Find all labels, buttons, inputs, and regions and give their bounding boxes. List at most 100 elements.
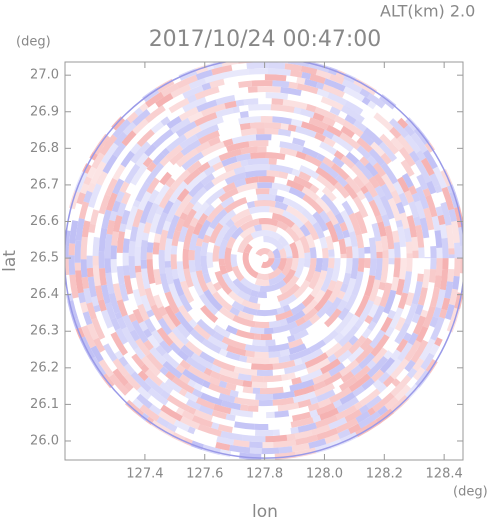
radar-cell [357,335,367,345]
radar-cell [430,258,437,270]
radar-cell [194,245,202,272]
radar-cell [130,371,152,393]
radar-cell [261,447,280,455]
radar-cell [255,393,274,401]
radar-cell [238,80,252,88]
radar-cell [80,259,88,278]
radar-cell [146,309,155,318]
radar-cell [274,195,285,203]
radar-cell [449,288,458,306]
radar-cell [221,336,246,350]
radar-cell [299,224,311,237]
radar-cell [75,270,84,294]
radar-cell [159,273,171,294]
radar-cell [200,241,209,256]
radar-cell [264,327,274,335]
radar-cell [195,237,204,247]
radar-cell [260,333,273,341]
radar-cell [110,259,118,273]
radar-cell [132,109,151,127]
radar-cell [311,424,331,436]
radar-cell [454,242,461,259]
radar-cell [377,405,389,416]
radar-cell [105,272,115,295]
radar-cell [254,321,270,329]
radar-cell [268,158,277,165]
radar-cell [171,268,179,280]
radar-cell [328,256,335,259]
radar-cell [195,141,211,154]
radar-cell [404,359,416,373]
radar-cell [337,349,353,364]
x-tick-label: 128.0 [306,467,343,482]
radar-cell [322,156,335,168]
radar-cell [212,358,236,372]
radar-cell [176,261,186,283]
radar-cell [208,382,232,396]
radar-cell [129,329,141,342]
radar-cell [180,280,195,304]
radar-cell [272,116,292,125]
radar-cell [420,309,429,318]
radar-cell [371,305,385,324]
radar-cell [146,352,164,371]
radar-cell [321,186,337,202]
radar-cell [223,138,234,147]
radar-cell [302,194,324,215]
radar-cell [121,130,137,147]
radar-cell [249,447,262,455]
radar-cell [354,211,368,234]
plot-frame [64,61,464,461]
radar-cell [345,151,360,165]
radar-cell [225,141,250,153]
radar-cell [191,388,203,398]
radar-cell [292,137,306,147]
subtitle: ALT(km) 2.0 [380,2,475,21]
radar-cell [98,251,105,269]
radar-cell [86,255,93,269]
radar-cell [109,373,130,396]
radar-cell [414,200,426,219]
radar-cell [94,285,104,301]
radar-cell [452,275,460,290]
radar-cell [344,100,364,115]
radar-cell [405,292,415,307]
radar-cell [244,164,270,173]
radar-cell [285,310,306,325]
radar-cell [313,380,326,391]
radar-cell [290,302,306,316]
radar-cell [170,254,178,270]
radar-cell [333,332,345,343]
radar-cell [441,186,455,211]
radar-cell [164,378,182,394]
radar-cell [410,132,428,153]
radar-cell [145,91,164,108]
radar-cell [272,390,295,400]
radar-cell [313,289,333,312]
radar-cell [201,338,222,354]
radar-cell [303,391,317,401]
radar-cell [101,309,114,329]
radar-cell [288,347,312,361]
radar-cell [98,194,111,215]
radar-cell [197,161,211,174]
radar-cell [240,404,249,412]
radar-cell [319,210,331,224]
radar-cell [359,156,370,167]
radar-cell [424,257,431,259]
radar-cell [251,363,274,371]
radar-cell [429,173,440,187]
radar-cell [179,374,191,385]
radar-cell [361,327,372,339]
radar-cell [314,132,326,143]
radar-cell [198,130,220,145]
y-tick-label: 26.1 [30,397,59,412]
radar-cell [384,325,395,338]
radar-cell [252,387,261,394]
radar-cell [231,265,245,282]
radar-cell [397,176,410,193]
radar-cell [181,410,195,421]
radar-cell [367,93,386,109]
radar-cell [171,376,195,394]
radar-cell [132,308,144,324]
